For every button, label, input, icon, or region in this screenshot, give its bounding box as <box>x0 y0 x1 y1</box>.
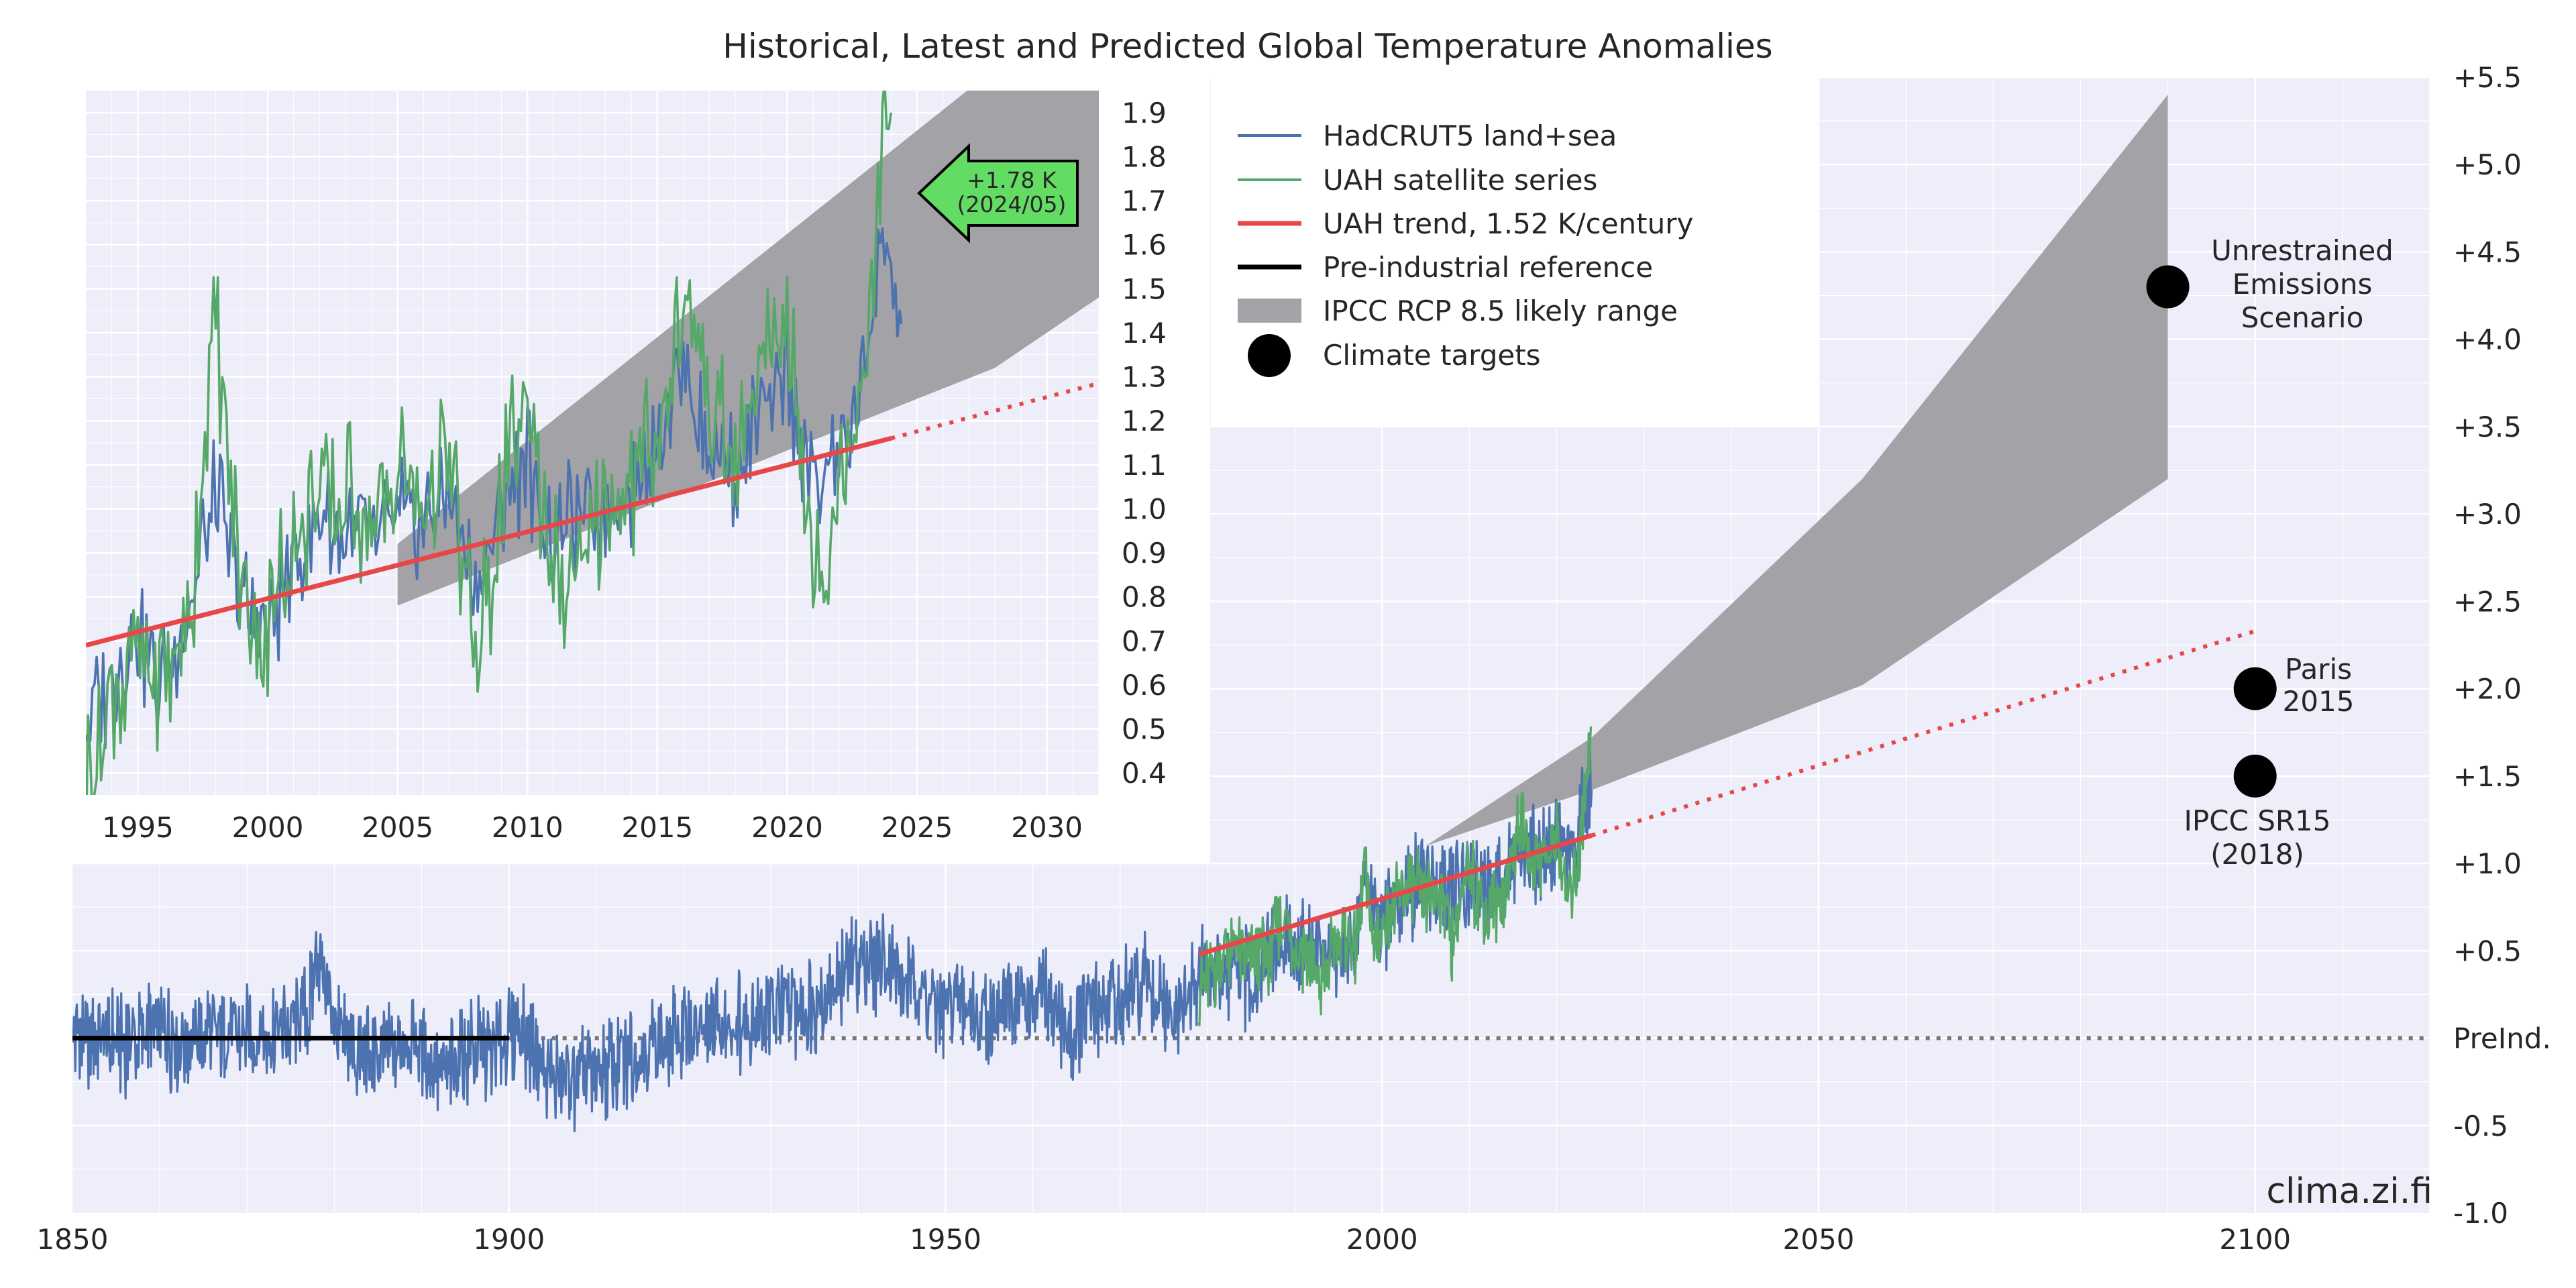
main-y-tick-label: +5.5 <box>2453 61 2522 94</box>
main-y-tick-label: PreInd. <box>2453 1022 2551 1055</box>
annotation-unrestrained-line-3: Scenario <box>2241 301 2364 334</box>
annotation-unrestrained-line-1: Unrestrained <box>2211 234 2394 267</box>
main-y-ticks: -1.0 -0.5 PreInd. +0.5 +1.0 +1.5 +2.0 +2.5 +3.0 +… <box>2453 61 2551 1230</box>
inset-uah-line <box>86 91 893 795</box>
latest-value-badge: +1.78 K (2024/05) <box>917 143 1079 244</box>
main-y-tick-label: -0.5 <box>2453 1110 2508 1142</box>
annotation-sr15-line-1: IPCC SR15 <box>2184 804 2330 837</box>
inset-y-tick-label: 1.9 <box>1122 97 1167 129</box>
annotation-sr15-line-2: (2018) <box>2210 838 2304 871</box>
watermark: clima.zi.fi <box>2266 1171 2432 1212</box>
inset-x-tick-label: 2015 <box>621 811 693 844</box>
inset-x-tick-label: 2005 <box>362 811 433 844</box>
main-x-tick-label: 2050 <box>1783 1223 1855 1256</box>
annotation-paris-line-2: 2015 <box>2283 685 2355 718</box>
climate-target-point <box>2146 265 2190 309</box>
main-y-tick-label: +2.5 <box>2453 585 2522 618</box>
chart-title: Historical, Latest and Predicted Global … <box>722 27 1772 66</box>
inset-ipcc-band <box>397 91 1099 606</box>
inset-x-tick-label: 2000 <box>232 811 304 844</box>
main-y-tick-label: +5.0 <box>2453 148 2522 181</box>
latest-value-arrow-badge <box>917 143 1079 244</box>
legend-label-targets: Climate targets <box>1323 339 1541 372</box>
latest-value-line-2: (2024/05) <box>957 191 1067 217</box>
climate-target-point <box>2233 667 2277 710</box>
inset-y-tick-label: 0.9 <box>1122 537 1167 570</box>
main-ipcc-band <box>1426 95 2168 846</box>
inset-x-tick-label: 2025 <box>881 811 953 844</box>
inset-y-tick-label: 0.8 <box>1122 581 1167 614</box>
main-y-tick-label: +4.5 <box>2453 235 2522 268</box>
inset-y-tick-label: 1.1 <box>1122 449 1167 482</box>
annotation-paris-line-1: Paris <box>2285 653 2352 686</box>
main-y-tick-label: +2.0 <box>2453 673 2522 706</box>
legend: HadCRUT5 land+sea UAH satellite series U… <box>1211 77 1819 426</box>
inset-y-tick-label: 1.5 <box>1122 272 1167 305</box>
main-uah-line <box>1197 726 1593 1027</box>
inset-y-tick-label: 1.8 <box>1122 140 1167 173</box>
climate-target-point <box>2233 754 2277 798</box>
main-y-tick-label: +4.0 <box>2453 323 2522 356</box>
latest-value-line-1: +1.78 K <box>967 167 1057 193</box>
main-x-tick-label: 1950 <box>910 1223 981 1256</box>
inset-y-tick-label: 0.4 <box>1122 757 1167 790</box>
inset-x-tick-label: 1995 <box>102 811 174 844</box>
legend-label-trend: UAH trend, 1.52 K/century <box>1323 207 1693 240</box>
inset-trend-line <box>86 436 892 648</box>
inset-y-tick-label: 1.2 <box>1122 405 1167 437</box>
legend-swatch-targets <box>1248 334 1291 377</box>
inset-y-tick-label: 0.5 <box>1122 713 1167 746</box>
main-x-ticks: 1850 1900 1950 2000 2050 2100 <box>37 1223 2292 1256</box>
inset-x-tick-label: 2020 <box>751 811 823 844</box>
inset-panel: 1995 2000 2005 2010 2015 2020 2025 2030 0.40.50… <box>72 77 1210 863</box>
inset-y-tick-label: 1.4 <box>1122 317 1167 350</box>
main-x-tick-label: 1900 <box>473 1223 545 1256</box>
main-y-tick-label: -1.0 <box>2453 1197 2508 1230</box>
main-y-tick-label: +1.5 <box>2453 760 2522 793</box>
legend-swatch-ipcc <box>1238 299 1301 323</box>
main-y-tick-label: +0.5 <box>2453 934 2522 967</box>
main-y-tick-label: +3.0 <box>2453 498 2522 531</box>
inset-x-tick-label: 2010 <box>492 811 564 844</box>
inset-y-tick-label: 0.6 <box>1122 669 1167 702</box>
main-y-tick-label: +1.0 <box>2453 847 2522 880</box>
legend-label-ipcc: IPCC RCP 8.5 likely range <box>1323 294 1678 327</box>
legend-box <box>1211 77 1819 426</box>
legend-label-uah: UAH satellite series <box>1323 164 1597 197</box>
annotation-unrestrained-line-2: Emissions <box>2233 268 2373 301</box>
inset-x-tick-label: 2030 <box>1011 811 1083 844</box>
main-x-tick-label: 1850 <box>37 1223 109 1256</box>
legend-label-preind: Pre-industrial reference <box>1323 251 1653 284</box>
main-y-tick-label: +3.5 <box>2453 411 2522 443</box>
main-x-tick-label: 2000 <box>1346 1223 1418 1256</box>
inset-y-tick-label: 1.0 <box>1122 492 1167 525</box>
inset-y-tick-label: 0.7 <box>1122 625 1167 657</box>
legend-label-hadcrut: HadCRUT5 land+sea <box>1323 119 1617 152</box>
inset-y-tick-label: 1.7 <box>1122 184 1167 217</box>
main-trend-line <box>1197 833 1593 957</box>
inset-y-tick-label: 1.6 <box>1122 229 1167 262</box>
inset-y-tick-label: 1.3 <box>1122 361 1167 394</box>
inset-x-ticks: 1995 2000 2005 2010 2015 2020 2025 2030 <box>102 811 1083 844</box>
main-climate-targets <box>2146 265 2277 798</box>
main-x-tick-label: 2100 <box>2219 1223 2291 1256</box>
inset-y-ticks: 0.4 0.5 0.6 0.7 0.8 0.9 1.0 1.1 1.2 1.3 1.4 1.5 1.6 1… <box>1122 97 1167 790</box>
